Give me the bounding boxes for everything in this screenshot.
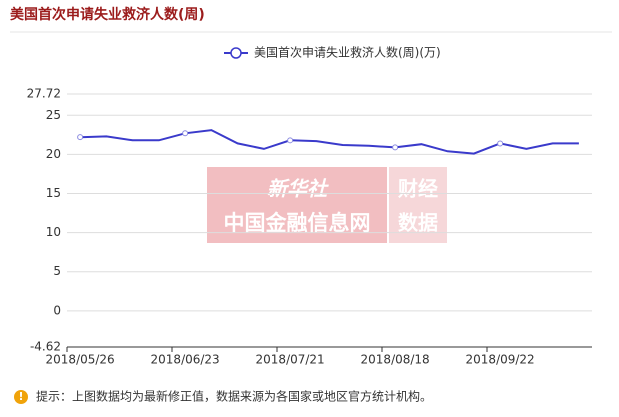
series-line — [80, 129, 579, 155]
watermark: 新华社 中国金融信息网 财经 数据 — [207, 167, 447, 243]
x-tick-label: 2018/06/23 — [151, 353, 220, 367]
x-tick-label: 2018/09/22 — [466, 353, 535, 367]
legend-label: 美国首次申请失业救济人数(周)(万) — [254, 45, 441, 60]
point — [392, 144, 399, 151]
point — [287, 137, 294, 144]
x-tick-label: 2018/07/21 — [256, 353, 325, 367]
watermark-text: 数据 — [398, 211, 438, 235]
info-icon — [14, 390, 28, 404]
info-icon-mark: ! — [18, 390, 23, 403]
chart-title: 美国首次申请失业救济人数(周) — [10, 6, 205, 23]
point — [497, 140, 504, 147]
y-tick-label: 0 — [53, 303, 61, 317]
footer-note: 提示：上图数据均为最新修正值，数据来源为各国家或地区官方统计机构。 — [36, 389, 432, 404]
point — [182, 130, 189, 137]
watermark-box — [207, 167, 387, 243]
x-tick-label: 2018/05/26 — [46, 353, 115, 367]
y-tick-label: 25 — [46, 108, 61, 122]
y-tick-label: 15 — [46, 186, 61, 200]
watermark-text: 财经 — [398, 177, 438, 201]
x-tick-label: 2018/08/18 — [361, 353, 430, 367]
y-tick-label: 27.72 — [27, 87, 61, 101]
watermark-text: 中国金融信息网 — [224, 211, 371, 235]
point — [77, 134, 84, 141]
y-tick-label: 20 — [46, 147, 61, 161]
y-tick-label: 5 — [53, 264, 61, 278]
y-tick-label: -4.62 — [30, 340, 61, 354]
legend-marker — [230, 47, 242, 59]
watermark-text: 新华社 — [267, 177, 329, 201]
y-tick-label: 10 — [46, 225, 61, 239]
watermark-box — [389, 167, 447, 243]
